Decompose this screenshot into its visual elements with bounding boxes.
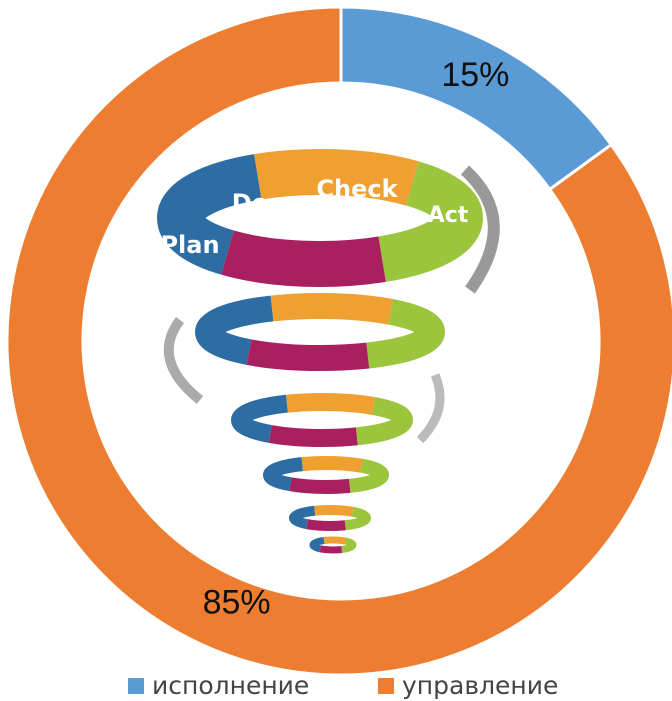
legend-label: исполнение [152, 671, 309, 700]
illustration-label: Plan [160, 231, 219, 259]
illustration-label: Do [232, 189, 268, 217]
chart: Plan Do Check Act 15% 85% исполнение управл… [0, 0, 672, 701]
illustration-label: Act [428, 203, 469, 228]
value-label: 15% [441, 56, 509, 94]
illustration-label: Check [316, 175, 398, 203]
value-label: 85% [203, 584, 271, 622]
legend-swatch [128, 678, 144, 694]
arrow [420, 375, 440, 440]
legend-label: управление [402, 671, 558, 700]
legend-swatch [378, 678, 394, 694]
